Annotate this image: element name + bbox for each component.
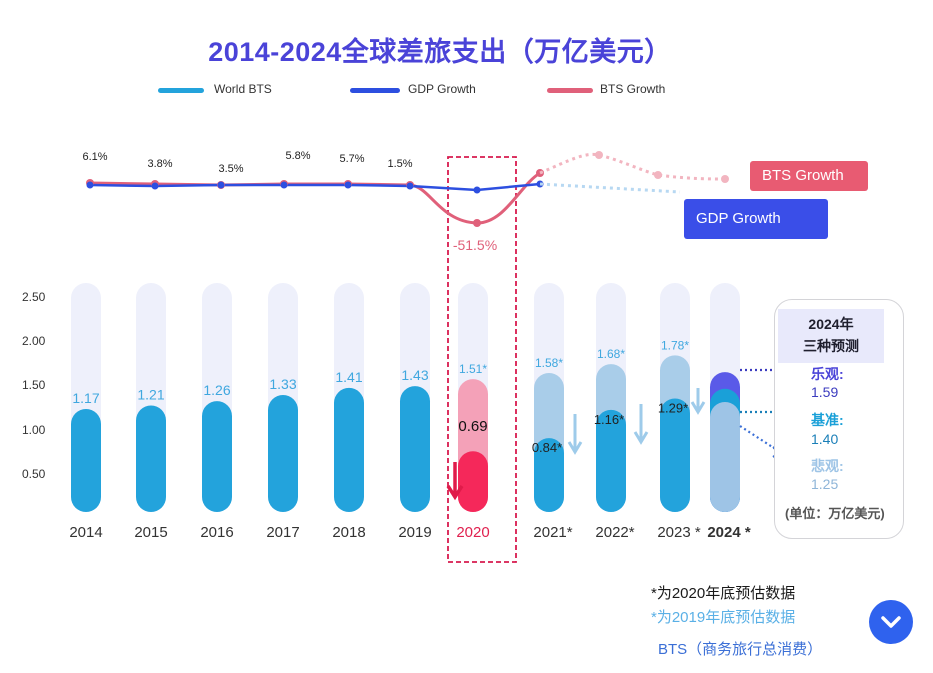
x-tick-label: 2018 bbox=[332, 524, 365, 541]
y-tick-label: 2.00 bbox=[22, 334, 46, 348]
x-tick-label: 2023 * bbox=[657, 524, 701, 541]
legend-label-gdp-growth: GDP Growth bbox=[408, 82, 476, 96]
legend-swatch-bts-growth bbox=[547, 88, 593, 93]
gdp-growth-point bbox=[406, 182, 414, 190]
forecast-2024-panel: 2024年 三种预测 乐观: 1.59 基准: 1.40 悲观: 1.25 (单… bbox=[774, 299, 904, 539]
x-tick-label: 2016 bbox=[200, 524, 233, 541]
chart-title: 2014-2024全球差旅支出（万亿美元） bbox=[208, 37, 672, 67]
chevron-down-icon bbox=[881, 616, 901, 628]
y-tick-label: 0.50 bbox=[22, 467, 46, 481]
legend-swatch-world-bts bbox=[158, 88, 204, 93]
bar-value-label: 1.16* bbox=[594, 412, 624, 427]
scroll-down-button[interactable] bbox=[869, 600, 913, 644]
x-tick-label: 2015 bbox=[134, 524, 167, 541]
growth-rate-label: 3.5% bbox=[218, 163, 243, 175]
x-tick-label: 2019 bbox=[398, 524, 431, 541]
forecast-panel-header: 2024年 三种预测 bbox=[778, 309, 884, 363]
gdp-growth-point bbox=[280, 181, 288, 189]
x-tick-label: 2021* bbox=[533, 524, 572, 541]
baseline-value: 1.40 bbox=[811, 431, 839, 447]
pessimistic-label: 悲观: bbox=[811, 458, 844, 474]
growth-rate-label: 5.8% bbox=[285, 150, 310, 162]
forecast-value-label: 1.78* bbox=[661, 338, 689, 352]
forecast-value-label: 1.68* bbox=[597, 347, 625, 361]
x-tick-label: 2014 bbox=[69, 524, 102, 541]
optimistic-label: 乐观: bbox=[811, 366, 844, 382]
unit-label: (单位：万亿美元) bbox=[785, 506, 885, 521]
growth-rate-label: -51.5% bbox=[453, 237, 497, 253]
growth-rate-label: 1.5% bbox=[387, 158, 412, 170]
bar-value-label: 1.21 bbox=[137, 387, 164, 403]
bts-growth-pill: BTS Growth bbox=[750, 161, 868, 191]
gdp-growth-pill: GDP Growth bbox=[684, 199, 828, 239]
gdp-growth-line bbox=[89, 182, 541, 192]
bar bbox=[71, 409, 101, 512]
forecast-down-arrow bbox=[567, 414, 583, 455]
bts-growth-forecast-point bbox=[721, 175, 729, 183]
forecast-value-label: 1.51* bbox=[459, 362, 487, 376]
bar bbox=[334, 387, 364, 512]
gdp-growth-forecast-line bbox=[539, 182, 681, 194]
forecast-down-arrow bbox=[690, 388, 706, 415]
x-tick-label: 2022* bbox=[595, 524, 634, 541]
note-2020-estimate: *为2020年底预估数据 bbox=[651, 585, 796, 602]
x-tick-label: 2020 bbox=[456, 524, 489, 541]
growth-rate-label: 6.1% bbox=[82, 151, 107, 163]
bar-value-label: 1.26 bbox=[203, 382, 230, 398]
bts-growth-forecast-point bbox=[595, 151, 603, 159]
growth-rate-label: 3.8% bbox=[147, 158, 172, 170]
x-tick-label: 2017 bbox=[266, 524, 299, 541]
bar-value-label: 1.41 bbox=[335, 369, 362, 385]
pessimistic-value: 1.25 bbox=[811, 476, 839, 492]
forecast-value-label: 1.58* bbox=[535, 356, 563, 370]
bts-growth-line bbox=[89, 171, 541, 225]
note-bts-definition: BTS（商务旅行总消费） bbox=[658, 641, 823, 658]
bar-value-label: 1.33 bbox=[269, 376, 296, 392]
gdp-growth-point bbox=[344, 181, 352, 189]
note-2019-estimate: *为2019年底预估数据 bbox=[651, 609, 796, 626]
bts-growth-forecast-line bbox=[539, 152, 726, 181]
bar-value-label: 1.17 bbox=[72, 390, 99, 406]
gdp-growth-point bbox=[151, 182, 159, 190]
gdp-growth-point bbox=[217, 181, 225, 189]
bar bbox=[596, 409, 626, 512]
x-tick-label: 2024 * bbox=[707, 524, 751, 541]
bar-value-label: 0.84* bbox=[532, 440, 562, 455]
bar-value-label: 0.69 bbox=[458, 418, 487, 435]
bar bbox=[660, 398, 690, 512]
gdp-growth-point bbox=[473, 186, 481, 194]
bar bbox=[202, 401, 232, 512]
growth-rate-label: 5.7% bbox=[339, 153, 364, 165]
bar-value-label: 1.43 bbox=[401, 367, 428, 383]
forecast-title-line1: 2024年 bbox=[808, 316, 854, 332]
legend-label-world-bts: World BTS bbox=[214, 82, 272, 96]
forecast-down-arrow bbox=[633, 404, 649, 445]
y-tick-label: 1.00 bbox=[22, 423, 46, 437]
y-tick-label: 2.50 bbox=[22, 290, 46, 304]
legend-label-bts-growth: BTS Growth bbox=[600, 82, 666, 96]
bts-growth-point bbox=[473, 219, 481, 227]
bar bbox=[268, 394, 298, 512]
baseline-label: 基准: bbox=[811, 412, 844, 428]
scenario-bar-2024 bbox=[710, 402, 740, 512]
y-tick-label: 1.50 bbox=[22, 378, 46, 392]
bar bbox=[136, 405, 166, 512]
highlight-2020-box bbox=[447, 156, 517, 563]
bar bbox=[458, 451, 488, 512]
optimistic-value: 1.59 bbox=[811, 384, 839, 400]
drop-arrow bbox=[446, 462, 464, 501]
bar-value-label: 1.29* bbox=[658, 400, 688, 415]
legend-swatch-gdp-growth bbox=[350, 88, 400, 93]
bts-growth-forecast-point bbox=[654, 171, 662, 179]
bar bbox=[400, 386, 430, 512]
forecast-title-line2: 三种预测 bbox=[803, 338, 859, 354]
gdp-growth-point bbox=[86, 181, 94, 189]
bar bbox=[534, 438, 564, 512]
